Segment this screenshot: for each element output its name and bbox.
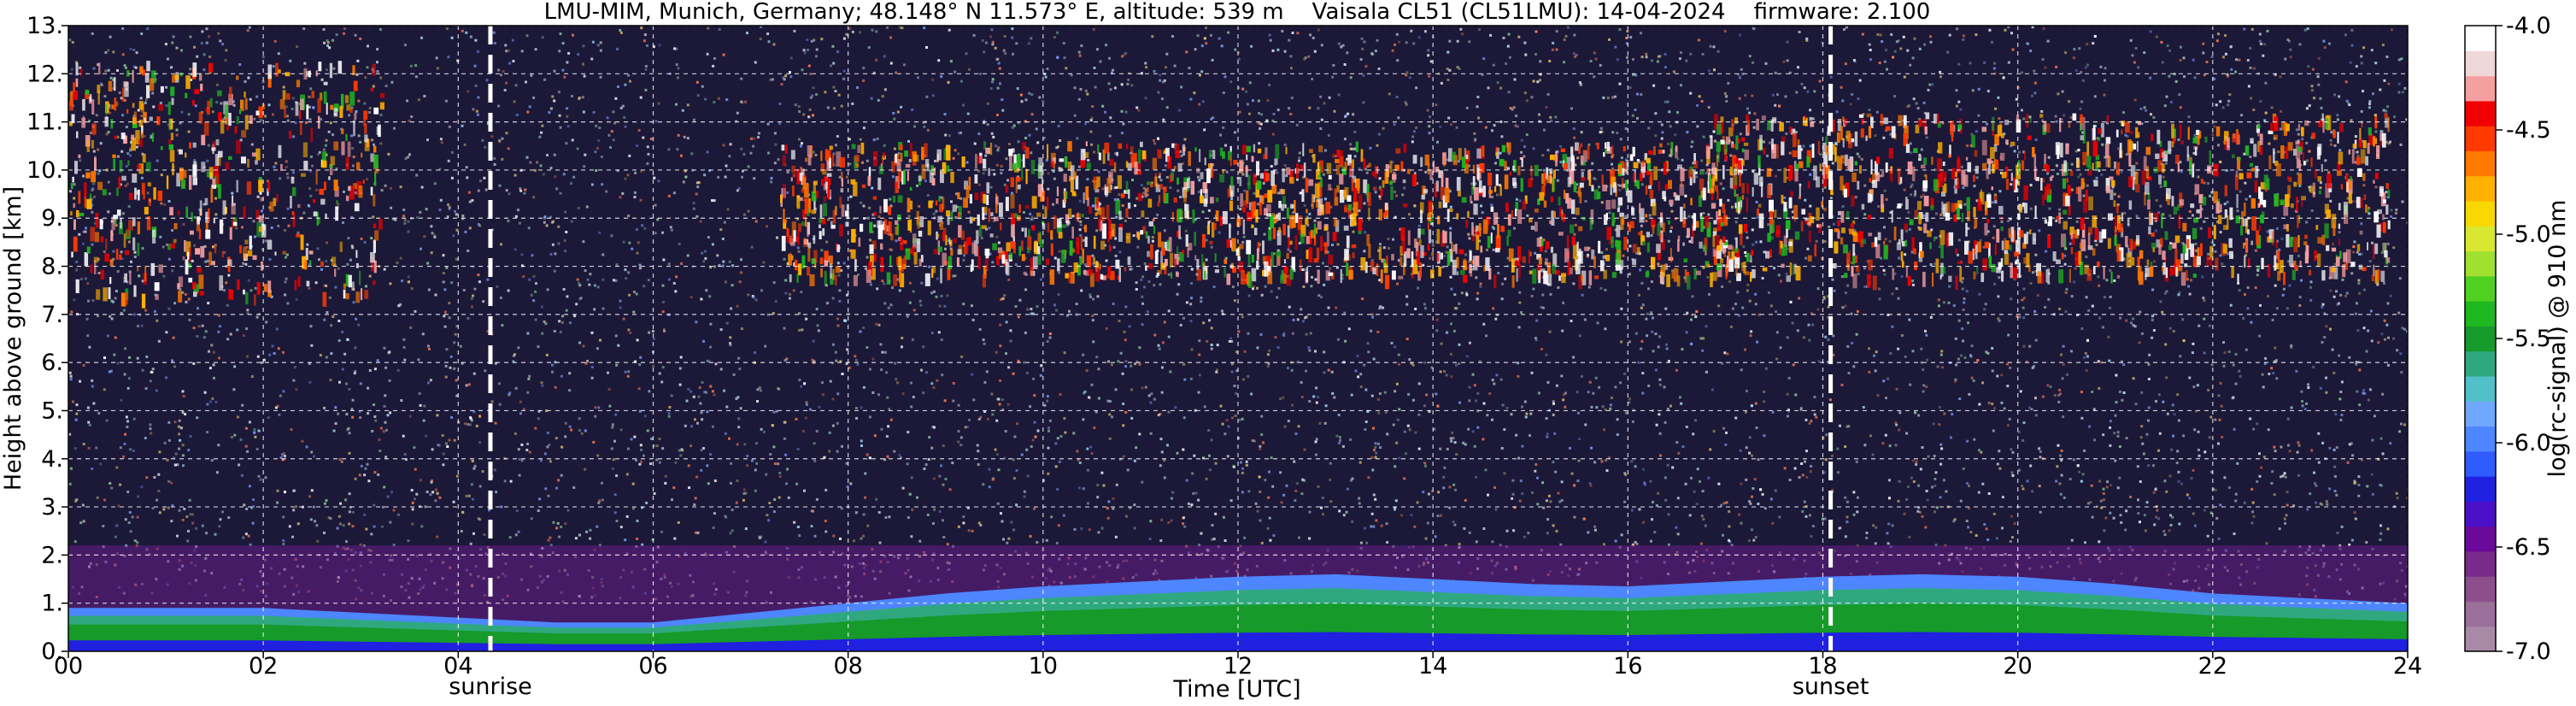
cloud-layer bbox=[68, 61, 2391, 309]
x-tick-label: 10 bbox=[1029, 653, 1058, 680]
colorbar-segment bbox=[2465, 26, 2496, 51]
x-axis: 00 02 04 06 08 10 12 14 16 18 20 22 24 bbox=[54, 651, 2422, 680]
colorbar-segment bbox=[2465, 426, 2496, 452]
x-tick-label: 02 bbox=[249, 653, 278, 680]
colorbar-tick-label: -5.0 bbox=[2506, 221, 2551, 248]
colorbar-segment bbox=[2465, 100, 2496, 126]
colorbar-segment bbox=[2465, 200, 2496, 227]
colorbar-tick-label: -4.0 bbox=[2506, 13, 2551, 39]
y-tick-label: 13. bbox=[26, 13, 63, 39]
colorbar-segment bbox=[2465, 226, 2496, 252]
y-tick-label: 0. bbox=[41, 638, 63, 665]
x-tick-label: 08 bbox=[833, 653, 862, 680]
colorbar-ticks: -7.0 -6.5 -6.0 -5.5 -5.0 -4.5 -4.0 bbox=[2496, 13, 2551, 665]
x-tick-label: 24 bbox=[2393, 653, 2422, 680]
colorbar-segment bbox=[2465, 550, 2496, 577]
x-tick-label: 20 bbox=[2003, 653, 2032, 680]
colorbar-segment bbox=[2465, 375, 2496, 402]
x-tick-label: 18 bbox=[1808, 653, 1837, 680]
x-tick-label: 16 bbox=[1613, 653, 1642, 680]
colorbar-segment bbox=[2465, 326, 2496, 352]
colorbar-tick-label: -7.0 bbox=[2506, 638, 2551, 665]
x-tick-label: 04 bbox=[443, 653, 472, 680]
colorbar-segment bbox=[2465, 175, 2496, 202]
colorbar-segment bbox=[2465, 50, 2496, 77]
y-axis-label: Height above ground [km] bbox=[0, 186, 26, 491]
colorbar-segment bbox=[2465, 126, 2496, 151]
x-tick-label: 22 bbox=[2198, 653, 2227, 680]
y-tick-label: 10. bbox=[26, 157, 63, 184]
colorbar-segment bbox=[2465, 501, 2496, 527]
colorbar-tick-label: -5.5 bbox=[2506, 326, 2551, 352]
marker-layer bbox=[488, 26, 1834, 651]
colorbar-segment bbox=[2465, 275, 2496, 302]
colorbar-segment bbox=[2465, 526, 2496, 552]
y-tick-label: 12. bbox=[26, 61, 63, 87]
colorbar-segment bbox=[2465, 576, 2496, 603]
y-tick-label: 7. bbox=[41, 302, 63, 328]
marker-label-sunrise: sunrise bbox=[449, 674, 532, 700]
colorbar-tick-label: -6.5 bbox=[2506, 534, 2551, 561]
x-tick-label: 14 bbox=[1418, 653, 1447, 680]
colorbar-segments bbox=[2465, 26, 2496, 652]
x-axis-label: Time [UTC] bbox=[1172, 676, 1300, 703]
x-tick-label: 12 bbox=[1223, 653, 1253, 680]
colorbar-segment bbox=[2465, 401, 2496, 427]
y-tick-label: 5. bbox=[41, 397, 63, 424]
y-tick-label: 1. bbox=[41, 591, 63, 617]
x-tick-label: 00 bbox=[54, 653, 83, 680]
colorbar-segment bbox=[2465, 75, 2496, 102]
y-tick-label: 2. bbox=[41, 542, 63, 568]
colorbar-segment bbox=[2465, 476, 2496, 502]
y-tick-label: 9. bbox=[41, 205, 63, 232]
y-axis: 0. 1. 2. 3. 4. 5. 6. 7. 8. 9. 10. 11. 12. 13. bbox=[26, 13, 68, 665]
chart-title: LMU-MIM, Munich, Germany; 48.148° N 11.5… bbox=[544, 0, 1931, 25]
y-tick-label: 6. bbox=[41, 350, 63, 376]
y-tick-label: 3. bbox=[41, 494, 63, 521]
y-tick-label: 4. bbox=[41, 446, 63, 473]
colorbar-label: log(rc-signal) @ 910 nm bbox=[2544, 200, 2571, 478]
x-tick-label: 06 bbox=[638, 653, 667, 680]
colorbar: -7.0 -6.5 -6.0 -5.5 -5.0 -4.5 -4.0 log(rc-sign… bbox=[2464, 13, 2571, 665]
marker-label-sunset: sunset bbox=[1793, 674, 1869, 700]
grid-layer bbox=[68, 26, 2408, 651]
colorbar-segment bbox=[2465, 301, 2496, 327]
colorbar-segment bbox=[2465, 450, 2496, 477]
colorbar-segment bbox=[2465, 250, 2496, 277]
colorbar-tick-label: -6.0 bbox=[2506, 430, 2551, 456]
marker-labels: sunrise sunset bbox=[449, 674, 1869, 700]
y-tick-label: 8. bbox=[41, 254, 63, 280]
plot-area bbox=[68, 26, 2408, 651]
colorbar-segment bbox=[2465, 150, 2496, 177]
colorbar-tick-label: -4.5 bbox=[2506, 117, 2551, 144]
colorbar-segment bbox=[2465, 350, 2496, 377]
y-tick-label: 11. bbox=[26, 109, 63, 136]
colorbar-segment bbox=[2465, 626, 2496, 652]
colorbar-segment bbox=[2465, 601, 2496, 627]
